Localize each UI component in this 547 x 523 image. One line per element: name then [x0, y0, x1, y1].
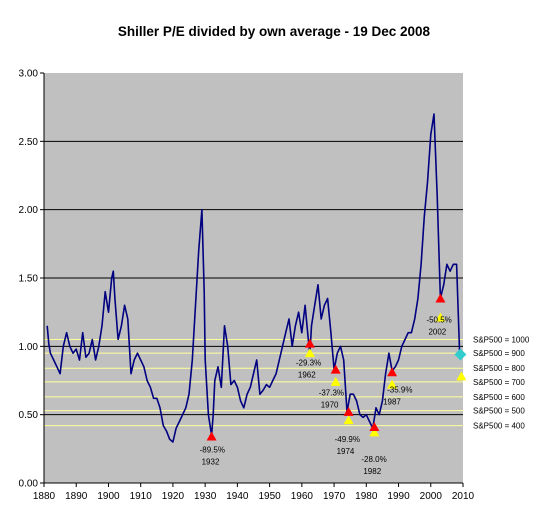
markers-group — [206, 293, 467, 441]
sp500-label: S&P500 = 800 — [473, 364, 525, 373]
sp500-label: S&P500 = 700 — [473, 378, 525, 387]
crash-pct-label: -89.5% — [200, 446, 225, 455]
pe-ratio-series-line — [46, 113, 461, 443]
y-tick-label: 2.50 — [19, 137, 39, 148]
crash-pct-label: -35.9% — [387, 385, 412, 394]
crash-year-label: 1987 — [383, 397, 401, 406]
annotations-group: -89.5% 1932 -29.3% 1962-37.3% 1970 -49.9% 1974… — [200, 316, 452, 476]
x-tick-label: 1950 — [258, 491, 281, 502]
crash-pct-label: -28.0% — [361, 455, 386, 464]
recovery-marker — [330, 376, 341, 386]
sp500-label: S&P500 = 400 — [473, 422, 525, 431]
x-tick-label: 1980 — [355, 491, 378, 502]
x-tick-label: 1930 — [194, 491, 217, 502]
crash-marker — [330, 364, 341, 374]
recovery-marker — [456, 371, 467, 381]
crash-marker — [304, 338, 315, 348]
recovery-marker — [435, 312, 446, 322]
series-group — [46, 113, 461, 443]
x-tick-label: 1940 — [226, 491, 249, 502]
x-tick-label: 1880 — [33, 491, 56, 502]
x-tick-label: 1900 — [97, 491, 120, 502]
crash-year-label: 1962 — [298, 371, 316, 380]
y-tick-label: 2.00 — [19, 205, 39, 216]
axes-group: 0.00 0.50 1.00 1.50 2.00 2.50 3.00 1880 1890 1900… — [19, 69, 475, 503]
crash-year-label: 1970 — [321, 401, 339, 410]
crash-year-label: 1932 — [202, 458, 220, 467]
y-tick-label: 1.00 — [19, 342, 39, 353]
crash-pct-label: -29.3% — [296, 359, 321, 368]
crash-pct-label: -49.9% — [335, 435, 360, 444]
crash-year-label: 1982 — [363, 467, 381, 476]
x-tick-label: 1960 — [291, 491, 314, 502]
recovery-marker — [387, 379, 398, 389]
sp500-label: S&P500 = 1000 — [473, 336, 530, 345]
x-tick-label: 2010 — [452, 491, 475, 502]
y-tick-label: 0.00 — [19, 479, 39, 490]
crash-year-label: 1974 — [337, 447, 355, 456]
sp500-label: S&P500 = 900 — [473, 349, 525, 358]
chart-title: Shiller P/E divided by own average - 19 … — [118, 24, 431, 39]
crash-marker — [369, 421, 380, 431]
y-tick-label: 3.00 — [19, 69, 39, 80]
recovery-marker — [369, 427, 380, 437]
x-tick-label: 1920 — [162, 491, 185, 502]
crash-marker — [206, 431, 217, 441]
recovery-marker — [304, 348, 315, 358]
recovery-marker — [343, 415, 354, 425]
y-tick-label: 1.50 — [19, 274, 39, 285]
crash-marker — [387, 367, 398, 377]
sp500-label: S&P500 = 600 — [473, 393, 525, 402]
current-value-marker — [454, 348, 467, 361]
x-tick-label: 2000 — [420, 491, 443, 502]
y-tick-label: 0.50 — [19, 410, 39, 421]
x-tick-label: 1910 — [130, 491, 153, 502]
crash-marker — [343, 406, 354, 416]
x-tick-label: 1970 — [323, 491, 346, 502]
crash-year-label: 2002 — [428, 328, 446, 337]
sp500-label: S&P500 = 500 — [473, 407, 525, 416]
crash-marker — [435, 293, 446, 303]
crash-pct-label: -50.5% — [426, 316, 451, 325]
crash-pct-label: -37.3% — [319, 389, 344, 398]
x-tick-label: 1990 — [387, 491, 410, 502]
x-tick-label: 1890 — [65, 491, 88, 502]
